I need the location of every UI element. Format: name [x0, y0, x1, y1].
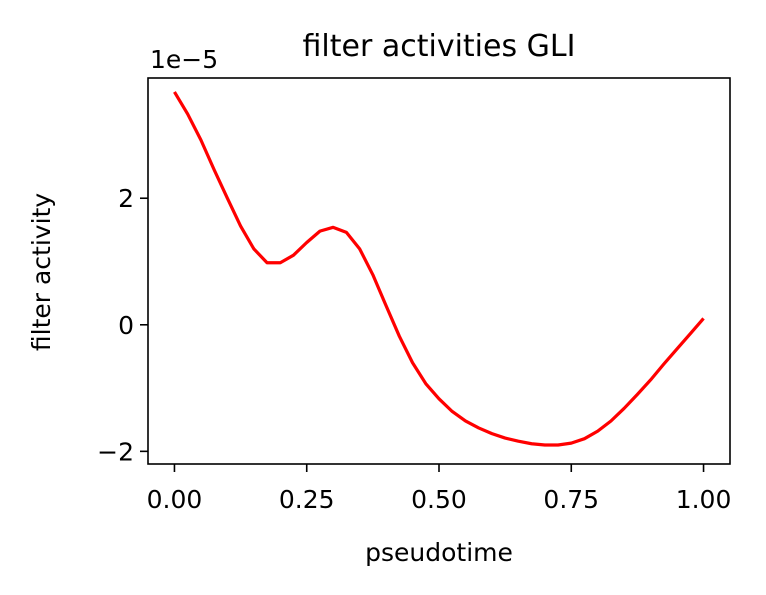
chart-title: filter activities GLI	[303, 29, 576, 64]
y-axis-label: filter activity	[27, 193, 56, 351]
x-axis-label: pseudotime	[365, 538, 513, 567]
x-tick-label-4: 1.00	[676, 485, 732, 514]
x-tick-label-3: 0.75	[543, 485, 599, 514]
x-tick-label-0: 0.00	[147, 485, 203, 514]
series-line-0	[173, 91, 705, 447]
y-tick-label-0: −2	[97, 437, 134, 466]
x-tick-label-1: 0.25	[279, 485, 335, 514]
x-tick-label-2: 0.50	[411, 485, 467, 514]
plot-area: 0.00 0.25 0.50 0.75 1.00 −2 0 2	[97, 77, 732, 514]
y-tick-label-2: 2	[118, 184, 134, 213]
y-tick-label-1: 0	[118, 311, 134, 340]
axes-frame	[147, 77, 731, 465]
y-offset-label: 1e−5	[150, 45, 218, 74]
